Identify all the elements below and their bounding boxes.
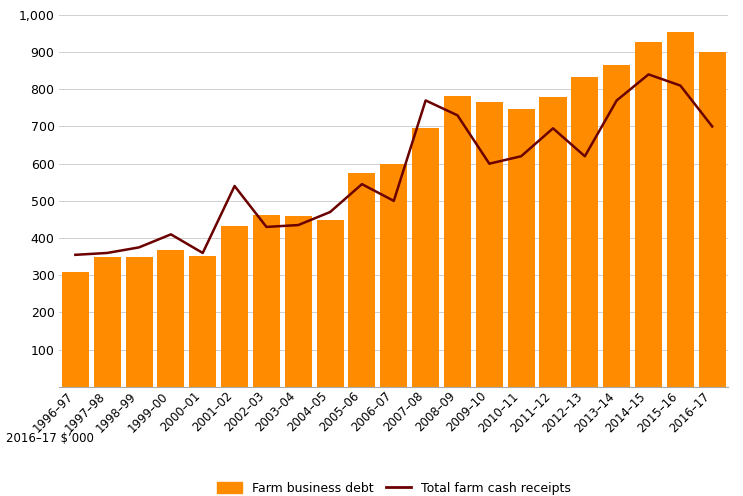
Bar bbox=[444, 96, 471, 387]
Bar bbox=[94, 257, 120, 387]
Bar bbox=[189, 256, 216, 387]
Legend: Farm business debt, Total farm cash receipts: Farm business debt, Total farm cash rece… bbox=[212, 477, 576, 496]
Bar bbox=[507, 109, 535, 387]
Text: 2016–17 $’000: 2016–17 $’000 bbox=[6, 432, 94, 444]
Bar bbox=[667, 32, 694, 387]
Bar bbox=[380, 164, 407, 387]
Bar bbox=[126, 257, 152, 387]
Bar bbox=[285, 216, 312, 387]
Bar bbox=[698, 52, 726, 387]
Bar bbox=[253, 215, 280, 387]
Bar bbox=[221, 226, 248, 387]
Bar bbox=[476, 102, 503, 387]
Bar bbox=[603, 65, 630, 387]
Bar bbox=[62, 272, 89, 387]
Bar bbox=[539, 97, 566, 387]
Bar bbox=[317, 220, 344, 387]
Bar bbox=[348, 173, 375, 387]
Bar bbox=[635, 42, 662, 387]
Bar bbox=[158, 250, 184, 387]
Bar bbox=[412, 128, 439, 387]
Bar bbox=[571, 77, 598, 387]
